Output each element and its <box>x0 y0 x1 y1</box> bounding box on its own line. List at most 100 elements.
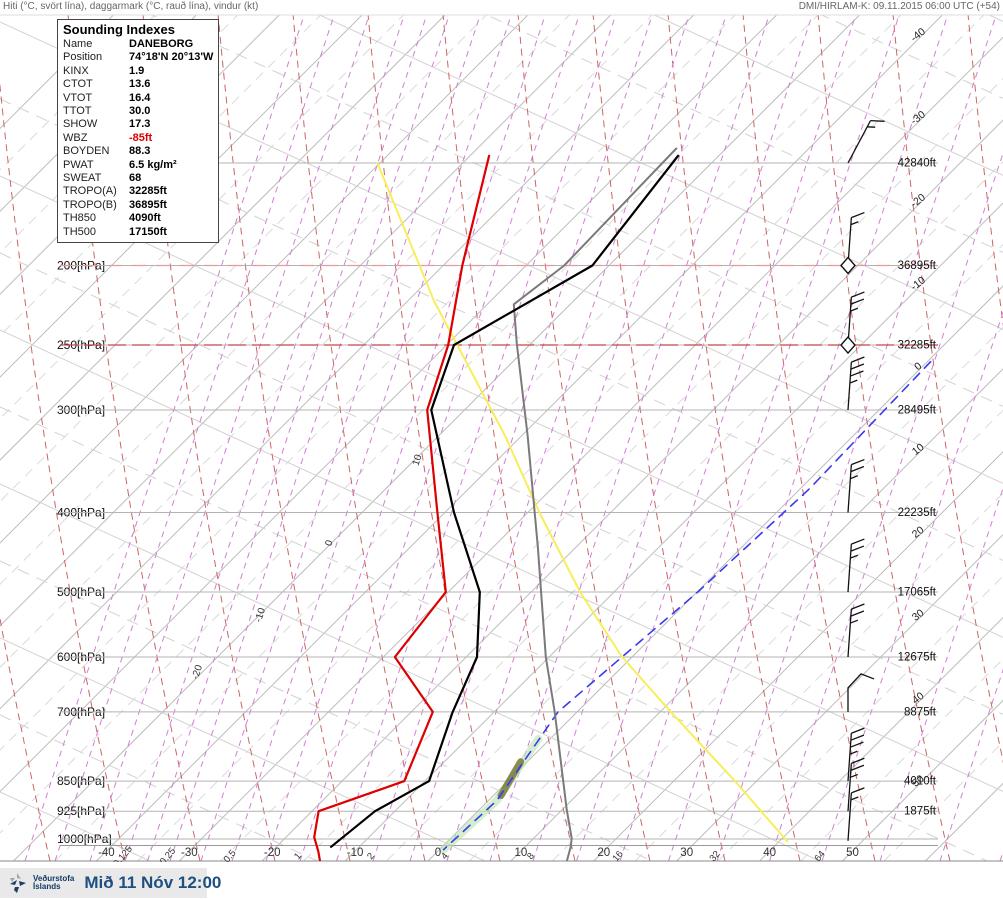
sounding-curves <box>313 147 932 861</box>
svg-text:0.125: 0.125 <box>111 844 135 862</box>
index-value: 6.5 kg/m² <box>129 158 177 171</box>
dry-adiabat-labels: 10 0 -10 -20 <box>190 453 425 681</box>
index-label: TTOT <box>63 105 92 118</box>
svg-text:0: 0 <box>324 538 336 547</box>
svg-text:0: 0 <box>435 847 441 859</box>
index-label: PWAT <box>63 158 94 171</box>
svg-text:40: 40 <box>763 847 776 859</box>
index-row: SHOW 17.3 <box>63 118 215 131</box>
svg-text:50: 50 <box>846 847 859 859</box>
svg-text:22235ft: 22235ft <box>898 507 937 519</box>
index-value: 16.4 <box>129 91 151 104</box>
index-label: TH500 <box>63 225 97 238</box>
org-name-line2: Íslands <box>33 882 61 891</box>
index-label: BOYDEN <box>63 145 110 158</box>
index-label: TROPO(A) <box>63 185 117 198</box>
svg-text:10: 10 <box>411 453 425 467</box>
index-row: WBZ -85ft <box>63 132 215 145</box>
wind-barbs <box>840 119 885 841</box>
index-value: 17.3 <box>129 118 151 131</box>
index-value: 30.0 <box>129 105 151 118</box>
svg-text:-30: -30 <box>181 847 198 859</box>
index-row: TH500 17150ft <box>63 226 215 239</box>
tropopause-diamond-icon <box>840 256 856 275</box>
footer-bar: Veðurstofa Íslands Mið 11 Nóv 12:00 <box>0 868 221 898</box>
pressure-axis-labels: 200[hPa]250[hPa]300[hPa]400[hPa]500[hPa]… <box>57 259 112 847</box>
svg-text:0.25: 0.25 <box>158 846 178 862</box>
svg-text:4: 4 <box>439 851 451 862</box>
svg-text:1: 1 <box>292 851 304 862</box>
svg-text:16: 16 <box>610 849 625 862</box>
index-value: DANEBORG <box>129 38 194 50</box>
index-label: TROPO(B) <box>63 198 117 211</box>
index-label: SWEAT <box>63 172 102 185</box>
altitude-labels: 42840ft 36895ft 32285ft 28495ft 22235ft 17065… <box>898 158 937 818</box>
index-row: TTOT 30.0 <box>63 105 215 118</box>
svg-text:12675ft: 12675ft <box>898 651 937 663</box>
index-label: CTOT <box>63 78 93 91</box>
index-value: 13.6 <box>129 78 151 91</box>
index-value: 68 <box>129 172 142 185</box>
grid-diagonals <box>0 15 1003 861</box>
index-row: KINX 1.9 <box>63 65 215 78</box>
sounding-indexes-panel: Sounding Indexes Name DANEBORG Position 74°… <box>57 19 219 244</box>
index-value: 36895ft <box>129 198 167 211</box>
index-label: VTOT <box>63 91 93 104</box>
index-label: KINX <box>63 64 89 77</box>
index-value: 88.3 <box>129 145 151 158</box>
index-row: Position 74°18'N 20°13'W <box>63 51 215 64</box>
index-value: -85ft <box>129 131 153 144</box>
org-name: Veðurstofa Íslands <box>33 873 75 892</box>
svg-text:64: 64 <box>812 849 827 862</box>
index-row: Name DANEBORG <box>63 38 215 51</box>
index-label: Name <box>63 38 93 50</box>
org-name-line1: Veðurstofa <box>33 873 75 883</box>
model-run-label: DMI/HIRLAM-K: 09.11.2015 06:00 UTC (+54) <box>798 1 1000 12</box>
index-value: 17150ft <box>129 225 167 238</box>
svg-text:36895ft: 36895ft <box>898 260 937 272</box>
svg-text:10: 10 <box>515 847 528 859</box>
svg-text:-10: -10 <box>908 274 927 293</box>
svg-text:30: 30 <box>910 607 927 624</box>
valid-time-label: Mið 11 Nóv 12:00 <box>84 873 222 892</box>
svg-text:-20: -20 <box>190 663 205 681</box>
index-label: SHOW <box>63 118 98 131</box>
tropopause-lines <box>60 264 938 346</box>
svg-text:-10: -10 <box>347 847 364 859</box>
index-value: 32285ft <box>129 185 167 198</box>
svg-text:20: 20 <box>597 847 610 859</box>
svg-text:42840ft: 42840ft <box>898 158 937 170</box>
svg-text:28495ft: 28495ft <box>898 404 937 416</box>
svg-text:4010ft: 4010ft <box>904 776 937 788</box>
index-row: TH850 4090ft <box>63 212 215 225</box>
skewt-chart: 200[hPa]250[hPa]300[hPa]400[hPa]500[hPa]… <box>0 14 1003 862</box>
index-row: VTOT 16.4 <box>63 92 215 105</box>
index-row: TROPO(A) 32285ft <box>63 185 215 198</box>
tropopause-diamond-icon <box>840 335 856 355</box>
svg-text:10: 10 <box>910 441 927 458</box>
svg-text:2: 2 <box>365 851 377 862</box>
index-label: TH850 <box>63 212 97 225</box>
svg-text:40: 40 <box>910 690 927 707</box>
svg-text:20: 20 <box>910 524 927 541</box>
svg-text:32285ft: 32285ft <box>898 340 937 352</box>
index-value: 4090ft <box>129 212 161 225</box>
index-row: PWAT 6.5 kg/m² <box>63 159 215 172</box>
svg-text:-40: -40 <box>98 847 115 859</box>
svg-text:-10: -10 <box>253 606 268 624</box>
svg-text:32: 32 <box>707 849 722 862</box>
svg-text:8875ft: 8875ft <box>904 706 937 718</box>
index-row: BOYDEN 88.3 <box>63 145 215 158</box>
svg-text:8: 8 <box>525 851 537 862</box>
index-value: 1.9 <box>129 64 145 77</box>
svg-text:-40: -40 <box>908 26 927 45</box>
index-rows: Name DANEBORG Position 74°18'N 20°13'W KINX 1… <box>63 38 215 239</box>
chart-legend-text: Hiti (°C, svört lína), daggarmark (°C, r… <box>3 1 259 12</box>
vedurstofa-logo-icon <box>10 873 26 893</box>
index-row: TROPO(B) 36895ft <box>63 199 215 212</box>
temperature-axis-labels: -40 -30 -20 -10 0 10 20 30 40 50 <box>98 847 859 859</box>
svg-text:1875ft: 1875ft <box>904 806 937 818</box>
index-label: Position <box>63 51 103 64</box>
index-label: WBZ <box>63 131 88 144</box>
